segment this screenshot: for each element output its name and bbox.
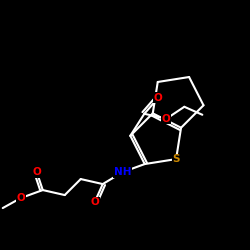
Text: S: S	[172, 154, 180, 164]
Text: NH: NH	[114, 167, 132, 177]
Text: O: O	[16, 193, 25, 203]
Text: O: O	[90, 197, 99, 207]
Text: O: O	[32, 167, 41, 177]
Text: O: O	[162, 114, 171, 124]
Text: O: O	[154, 93, 163, 103]
